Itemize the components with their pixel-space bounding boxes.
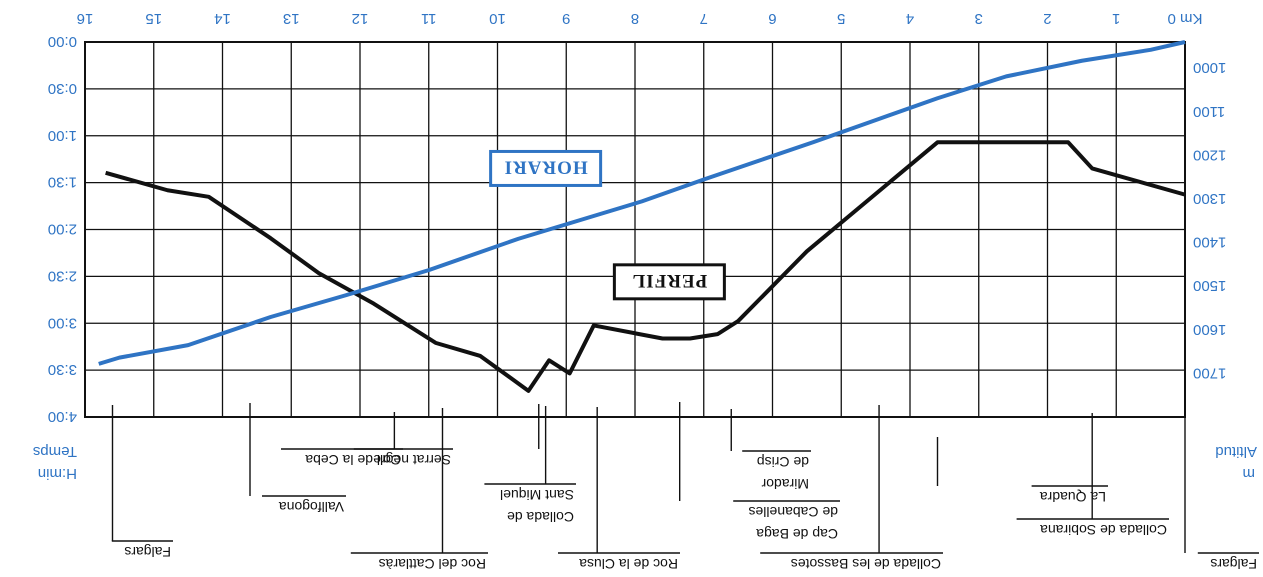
waypoint-label: Roc de la Clusa — [579, 556, 678, 572]
km-tick-label: 12 — [352, 10, 369, 27]
plot-border — [84, 41, 1186, 418]
km-tick-label: 11 — [421, 10, 437, 27]
waypoint-label: Vallfogona — [279, 499, 344, 515]
km-tick-label: 1 — [1112, 10, 1120, 27]
km-tick-label: 2 — [1043, 10, 1051, 27]
km-tick-label: 16 — [77, 10, 94, 27]
waypoint-label: Coll de la Ceba — [305, 452, 401, 468]
plot-frame — [84, 41, 1186, 418]
legend: PERFIL HORARI — [489, 149, 726, 301]
km-tick-label: 4 — [906, 10, 914, 27]
altitude-tick-label: 1300 — [1193, 190, 1226, 207]
axes: Km 0123456789101112131415161000110012001… — [33, 10, 1257, 482]
time-tick-label: 3:00 — [48, 314, 77, 331]
time-schedule-line — [98, 40, 1186, 366]
km-tick-label: 7 — [700, 10, 708, 27]
elevation-profile-line — [105, 140, 1186, 393]
time-axis-title: Temps — [33, 443, 77, 460]
km-tick-label: Km 0 — [1167, 10, 1202, 27]
time-tick-label: 4:00 — [48, 408, 77, 425]
time-tick-label: 0:00 — [48, 33, 77, 50]
altitude-unit: m — [1243, 465, 1256, 482]
waypoint-label: Collada de les Bassotes — [791, 556, 941, 572]
waypoint-label: La Quadra — [1040, 489, 1106, 505]
waypoint-label: Collada de Sobirana — [1040, 522, 1167, 538]
waypoint-label: Falgars — [124, 544, 171, 560]
time-tick-label: 3:30 — [48, 361, 77, 378]
waypoint-label: Collada de — [507, 509, 574, 525]
waypoint-label: Falgars — [1210, 556, 1257, 572]
time-tick-label: 0:30 — [48, 80, 77, 97]
time-tick-label: 1:00 — [48, 127, 77, 144]
time-unit: H:min — [38, 465, 77, 482]
altitude-axis-title: Altitud — [1215, 443, 1257, 460]
waypoint-label: Roc del Cattlaràs — [379, 556, 486, 572]
time-tick-label: 1:30 — [48, 174, 77, 191]
legend-box — [612, 263, 726, 301]
waypoint-label: de Cabanelles — [748, 504, 838, 520]
altitude-tick-label: 1100 — [1193, 103, 1225, 120]
grid — [84, 41, 1186, 418]
km-tick-label: 5 — [837, 10, 845, 27]
legend-label: HORARI — [504, 156, 588, 177]
altitude-tick-label: 1200 — [1193, 146, 1226, 163]
km-tick-label: 10 — [489, 10, 506, 27]
waypoint-label: Cap de Baga — [756, 526, 838, 542]
time-tick-label: 2:30 — [48, 267, 77, 284]
km-tick-label: 6 — [768, 10, 776, 27]
legend-label: PERFIL — [632, 270, 708, 291]
km-tick-label: 8 — [631, 10, 639, 27]
waypoint-label: de Crisp — [757, 454, 809, 470]
altitude-tick-label: 1400 — [1193, 234, 1226, 251]
waypoint-label: Mirador — [761, 476, 809, 492]
km-tick-label: 14 — [214, 10, 231, 27]
altitude-tick-label: 1600 — [1193, 321, 1226, 338]
waypoints: Falgars Collada de Sobirana La Quadra Colla… — [111, 399, 1259, 572]
altitude-tick-label: 1700 — [1193, 364, 1226, 381]
series — [98, 40, 1186, 393]
altitude-tick-label: 1000 — [1193, 59, 1226, 76]
waypoint-label: Sant Miquel — [500, 487, 574, 503]
km-tick-label: 13 — [283, 10, 300, 27]
legend-box — [489, 149, 603, 187]
altitude-tick-label: 1500 — [1193, 277, 1226, 294]
km-tick-label: 9 — [562, 10, 570, 27]
time-tick-label: 2:00 — [48, 221, 77, 238]
km-tick-label: 15 — [145, 10, 162, 27]
km-tick-label: 3 — [975, 10, 983, 27]
waypoint-label: Serrat negre — [373, 452, 451, 468]
